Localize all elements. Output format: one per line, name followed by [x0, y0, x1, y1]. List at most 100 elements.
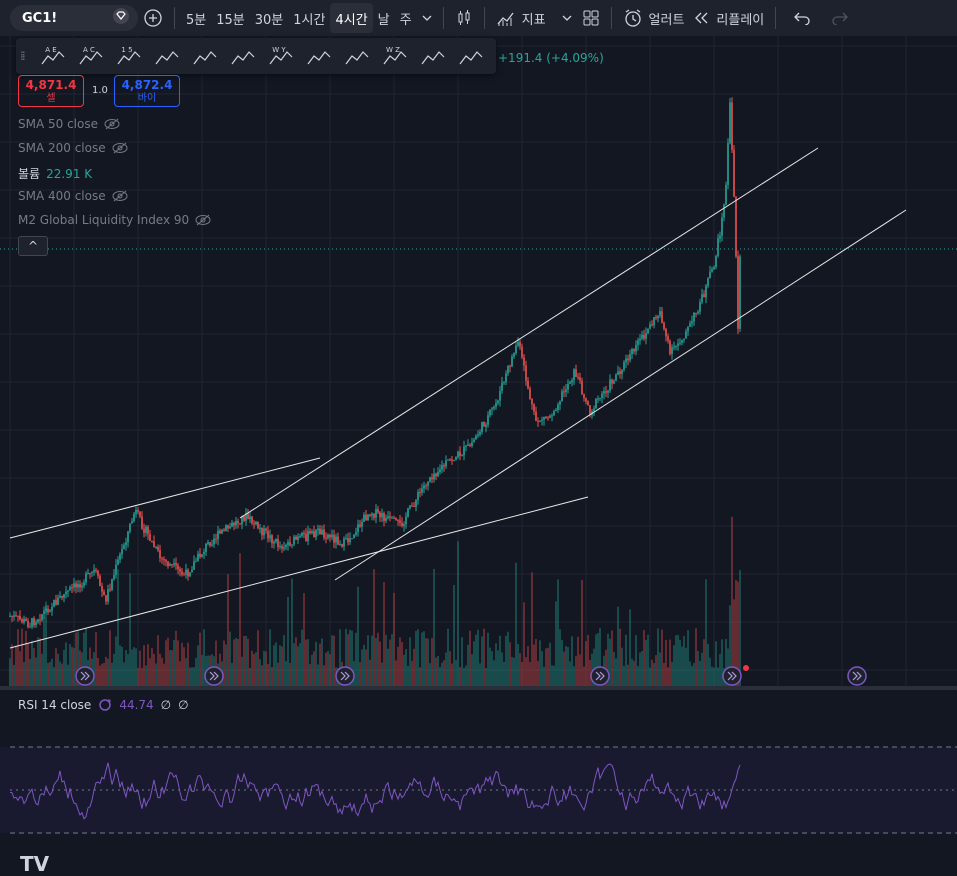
candle-body — [393, 517, 395, 519]
replay-button[interactable]: 리플레이 — [689, 3, 769, 33]
candle-body — [491, 408, 493, 410]
fib-retracement-icon[interactable] — [148, 38, 186, 74]
candle-body — [467, 444, 469, 446]
candle-body — [109, 589, 111, 591]
trend-line-icon[interactable] — [224, 38, 262, 74]
xabcd-pattern-icon[interactable]: A E — [34, 38, 72, 74]
volume-bar — [129, 573, 131, 686]
interval-1w[interactable]: 주 — [399, 12, 412, 28]
rsi-extra-2: ∅ — [178, 698, 189, 712]
volume-bar — [679, 639, 681, 686]
volume-bar — [311, 654, 313, 686]
volume-bar — [89, 647, 91, 686]
undo-button[interactable] — [788, 3, 816, 33]
eye-hidden-icon[interactable] — [195, 214, 211, 226]
legend-volume[interactable]: 볼륨 22.91 K — [18, 165, 92, 182]
alerts-button[interactable]: 얼러트 — [618, 3, 690, 33]
volume-bar — [93, 652, 95, 686]
candle-body — [589, 405, 591, 416]
volume-bar — [285, 661, 287, 686]
candle-body — [497, 400, 499, 404]
candle-body — [515, 345, 517, 354]
rsi-legend[interactable]: RSI 14 close 44.74 ∅ ∅ — [18, 698, 189, 712]
legend-sma200[interactable]: SMA 200 close — [18, 141, 128, 155]
candle-body — [119, 554, 121, 560]
chart-type-button[interactable] — [450, 3, 478, 33]
volume-bar — [415, 630, 417, 686]
legend-m2-liquidity[interactable]: M2 Global Liquidity Index 90 — [18, 213, 211, 227]
volume-bar — [607, 633, 609, 686]
volume-bar — [513, 657, 515, 686]
candle-body — [511, 356, 513, 367]
volume-bar — [223, 640, 225, 686]
candle-body — [597, 398, 599, 400]
interval-30m[interactable]: 30분 — [254, 12, 284, 28]
interval-5m[interactable]: 5분 — [186, 12, 207, 28]
legend-label: 볼륨 — [18, 167, 41, 181]
candle-body — [565, 389, 567, 392]
price-change: +191.4 (+4.09%) — [498, 51, 604, 65]
refresh-icon[interactable] — [98, 698, 112, 712]
candle-body — [617, 371, 619, 375]
fib-fan-icon[interactable] — [186, 38, 224, 74]
candle-body — [185, 569, 187, 575]
triangle-pattern-icon[interactable]: W Y — [262, 38, 300, 74]
volume-bar — [489, 647, 491, 686]
interval-4h[interactable]: 4시간 — [330, 3, 373, 33]
elliott-wave-icon[interactable]: 1 5 — [110, 38, 148, 74]
date-range-icon[interactable] — [300, 38, 338, 74]
eye-hidden-icon[interactable] — [112, 142, 128, 154]
rewind-icon — [695, 12, 708, 24]
legend-sma50[interactable]: SMA 50 close — [18, 117, 120, 131]
symbol-search[interactable]: GC1! — [10, 5, 138, 31]
volume-bar — [387, 648, 389, 686]
fib-channel-icon[interactable] — [414, 38, 452, 74]
candle-body — [347, 538, 349, 543]
interval-dropdown[interactable] — [417, 3, 437, 33]
interval-1h[interactable]: 1시간 — [293, 12, 326, 28]
eye-hidden-icon[interactable] — [104, 118, 120, 130]
candle-body — [463, 446, 465, 456]
volume-bar — [151, 648, 153, 686]
compare-add-button[interactable] — [138, 3, 168, 33]
candle-body — [385, 518, 387, 521]
volume-bar — [649, 667, 651, 686]
buy-button[interactable]: 4,872.4 바이 — [114, 75, 180, 107]
redo-button[interactable] — [826, 3, 854, 33]
candle-body — [509, 365, 511, 367]
diamond-icon[interactable] — [112, 7, 130, 29]
legend-sma400[interactable]: SMA 400 close — [18, 189, 128, 203]
price-chart[interactable] — [0, 36, 957, 869]
candle-body — [461, 455, 463, 457]
candle-body — [709, 271, 711, 279]
candle-body — [309, 531, 311, 534]
candle-body — [677, 343, 679, 346]
candle-body — [399, 520, 401, 524]
horizontal-ray-icon[interactable] — [338, 38, 376, 74]
head-shoulders-icon[interactable]: W Z — [376, 38, 414, 74]
candle-body — [201, 554, 203, 557]
drag-handle-icon[interactable]: ⁞⁞ — [20, 49, 26, 63]
volume-bar — [553, 665, 555, 686]
info-line-icon[interactable] — [452, 38, 490, 74]
eye-hidden-icon[interactable] — [112, 190, 128, 202]
candle-body — [699, 302, 701, 312]
candle-body — [193, 561, 195, 570]
volume-bar — [51, 658, 53, 686]
volume-bar — [143, 645, 145, 686]
candle-body — [59, 595, 61, 598]
volume-bar — [259, 659, 261, 686]
sell-button[interactable]: 4,871.4 셀 — [18, 75, 84, 107]
volume-bar — [45, 601, 47, 686]
indicators-button[interactable]: 지표 — [491, 3, 577, 33]
candle-body — [625, 358, 627, 363]
volume-bar — [327, 650, 329, 686]
volume-bar — [229, 631, 231, 686]
redo-icon — [832, 12, 849, 25]
layout-button[interactable] — [577, 3, 605, 33]
volume-bar — [133, 647, 135, 686]
collapse-legend-button[interactable]: ^ — [18, 236, 48, 256]
abcd-pattern-icon[interactable]: A C — [72, 38, 110, 74]
interval-15m[interactable]: 15분 — [216, 12, 245, 28]
interval-1d[interactable]: 날 — [377, 12, 390, 28]
